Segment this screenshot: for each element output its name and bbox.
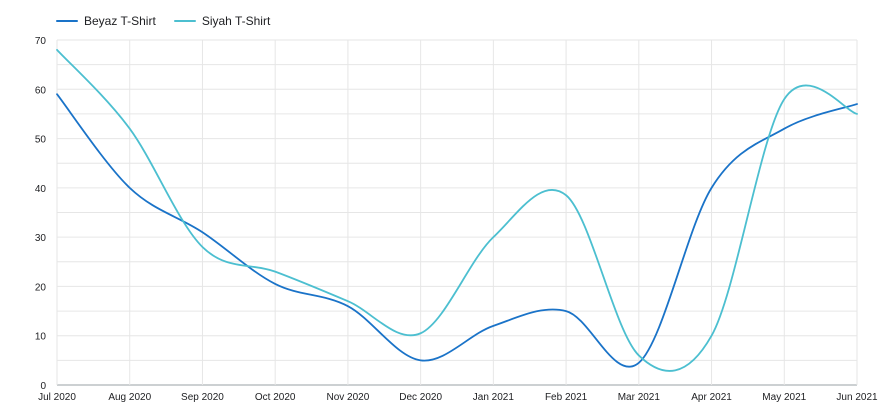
x-tick-label: Jul 2020 [38,392,76,403]
y-tick-label: 70 [35,36,47,47]
x-tick-label: Jun 2021 [836,392,878,403]
x-tick-label: Nov 2020 [327,392,370,403]
y-tick-label: 20 [35,282,47,293]
y-tick-label: 40 [35,184,47,195]
legend-label-beyaz: Beyaz T-Shirt [84,14,156,28]
legend-item-siyah[interactable]: Siyah T-Shirt [173,14,271,28]
x-tick-label: Aug 2020 [108,392,151,403]
x-tick-label: Oct 2020 [255,392,296,403]
series-line-beyaz [56,93,858,368]
legend-swatch-siyah [173,20,196,22]
x-tick-label: Apr 2021 [691,392,732,403]
y-tick-label: 60 [35,85,47,96]
legend-label-siyah: Siyah T-Shirt [201,14,271,28]
chart-legend: Beyaz T-Shirt Siyah T-Shirt [56,14,270,28]
x-tick-label: Mar 2021 [618,392,661,403]
legend-swatch-beyaz [56,20,78,22]
series-line-siyah [56,48,858,372]
x-tick-label: May 2021 [762,392,806,403]
x-tick-label: Feb 2021 [545,392,588,403]
y-tick-label: 0 [40,381,46,392]
y-tick-label: 30 [35,233,47,244]
y-tick-label: 50 [35,135,47,146]
x-tick-label: Dec 2020 [399,392,442,403]
x-tick-label: Sep 2020 [181,392,224,403]
legend-item-beyaz[interactable]: Beyaz T-Shirt [56,14,156,28]
x-tick-label: Jan 2021 [473,392,515,403]
y-tick-label: 10 [35,332,47,343]
